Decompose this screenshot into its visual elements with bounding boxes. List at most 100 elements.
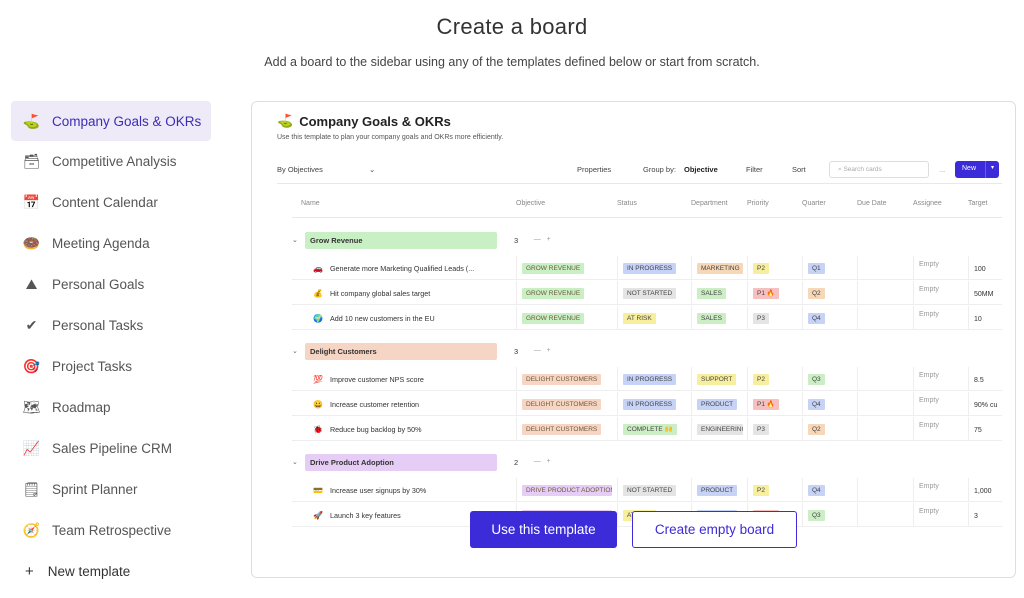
golf-flag-icon: ⛳ bbox=[277, 113, 294, 128]
sidebar-item-sales-pipeline-crm[interactable]: 📈 Sales Pipeline CRM bbox=[11, 428, 211, 469]
assignee-cell[interactable]: Empty bbox=[919, 483, 939, 490]
new-card-button[interactable]: New ▾ bbox=[955, 161, 999, 178]
target-cell[interactable]: 100 bbox=[974, 266, 986, 273]
group-label[interactable]: Delight Customers bbox=[305, 343, 497, 360]
sidebar-item-label: Sales Pipeline CRM bbox=[52, 441, 173, 456]
column-header[interactable]: Priority bbox=[747, 200, 769, 207]
use-template-button[interactable]: Use this template bbox=[470, 511, 617, 548]
assignee-cell[interactable]: Empty bbox=[919, 311, 939, 318]
assignee-cell[interactable]: Empty bbox=[919, 422, 939, 429]
sidebar-item-competitive-analysis[interactable]: 🗃 Competitive Analysis bbox=[11, 141, 211, 182]
cell-divider bbox=[968, 392, 969, 416]
sidebar-item-project-tasks[interactable]: 🎯 Project Tasks bbox=[11, 346, 211, 387]
sidebar-item-personal-tasks[interactable]: ✔ Personal Tasks bbox=[11, 305, 211, 346]
column-header[interactable]: Objective bbox=[516, 200, 546, 207]
sidebar-item-meeting-agenda[interactable]: 🍩 Meeting Agenda bbox=[11, 223, 211, 264]
sidebar-item-content-calendar[interactable]: 📅 Content Calendar bbox=[11, 182, 211, 223]
sidebar-item-team-retrospective[interactable]: 🧭 Team Retrospective bbox=[11, 510, 211, 551]
search-placeholder: Search cards bbox=[843, 166, 882, 173]
table-row[interactable]: 💰 Hit company global sales target GROW REV… bbox=[292, 281, 1002, 305]
cell-divider bbox=[747, 306, 748, 330]
cell-divider bbox=[516, 306, 517, 330]
search-input[interactable]: ⌕ Search cards bbox=[829, 161, 929, 178]
sidebar-item-roadmap[interactable]: 🗺 Roadmap bbox=[11, 387, 211, 428]
card-name[interactable]: 🚀 Launch 3 key features bbox=[313, 511, 401, 520]
group-by-label[interactable]: Group by: bbox=[643, 165, 676, 174]
new-template-button[interactable]: + New template bbox=[11, 551, 211, 591]
more-options-button[interactable]: ... bbox=[939, 165, 946, 174]
sidebar-item-company-goals-okrs[interactable]: ⛳ Company Goals & OKRs bbox=[11, 101, 211, 141]
properties-button[interactable]: Properties bbox=[577, 165, 612, 174]
create-empty-board-button[interactable]: Create empty board bbox=[632, 511, 797, 548]
group-label[interactable]: Drive Product Adoption bbox=[305, 454, 497, 471]
card-name[interactable]: 💰 Hit company global sales target bbox=[313, 289, 430, 298]
assignee-cell[interactable]: Empty bbox=[919, 261, 939, 268]
card-name[interactable]: 💳 Increase user signups by 30% bbox=[313, 486, 426, 495]
table-row[interactable]: 💳 Increase user signups by 30% DRIVE PRODU… bbox=[292, 478, 1002, 502]
cell-divider bbox=[857, 281, 858, 305]
cell-divider bbox=[516, 417, 517, 441]
target-cell[interactable]: 8.5 bbox=[974, 377, 984, 384]
column-header[interactable]: Name bbox=[301, 200, 320, 207]
assignee-cell[interactable]: Empty bbox=[919, 286, 939, 293]
column-header[interactable]: Target bbox=[968, 200, 988, 207]
cell-divider bbox=[913, 417, 914, 441]
priority-tag: P3 bbox=[753, 424, 769, 435]
card-name[interactable]: 🌍 Add 10 new customers in the EU bbox=[313, 314, 435, 323]
column-header[interactable]: Due Date bbox=[857, 200, 887, 207]
plus-icon: + bbox=[25, 562, 34, 580]
chevron-down-icon[interactable]: ⌄ bbox=[369, 165, 376, 174]
cell-divider bbox=[913, 392, 914, 416]
card-name[interactable]: 🚗 Generate more Marketing Qualified Leads… bbox=[313, 264, 474, 273]
chevron-down-icon[interactable]: ⌄ bbox=[292, 459, 298, 466]
table-row[interactable]: 😀 Increase customer retention DELIGHT CUST… bbox=[292, 392, 1002, 416]
table-row[interactable]: 💯 Improve customer NPS score DELIGHT CUSTO… bbox=[292, 367, 1002, 391]
mountain-icon: ⛰ bbox=[25, 276, 38, 292]
cell-divider bbox=[691, 392, 692, 416]
column-header[interactable]: Quarter bbox=[802, 200, 826, 207]
sidebar-item-personal-goals[interactable]: ⛰ Personal Goals bbox=[11, 264, 211, 305]
target-cell[interactable]: 10 bbox=[974, 316, 982, 323]
sidebar-item-label: Company Goals & OKRs bbox=[52, 113, 202, 129]
assignee-cell[interactable]: Empty bbox=[919, 397, 939, 404]
sidebar-item-sprint-planner[interactable]: 🗒 Sprint Planner bbox=[11, 469, 211, 510]
filter-button[interactable]: Filter bbox=[746, 165, 763, 174]
target-cell[interactable]: 75 bbox=[974, 427, 982, 434]
table-row[interactable]: 🚗 Generate more Marketing Qualified Leads… bbox=[292, 256, 1002, 280]
column-header[interactable]: Department bbox=[691, 200, 728, 207]
group-by-value[interactable]: Objective bbox=[684, 165, 718, 174]
group-tools[interactable]: — + bbox=[526, 347, 551, 354]
compass-icon: 🧭 bbox=[22, 522, 41, 538]
group-tools[interactable]: — + bbox=[526, 458, 551, 465]
status-tag: IN PROGRESS bbox=[623, 263, 677, 274]
priority-tag: P2 bbox=[753, 374, 769, 385]
target-cell[interactable]: 3 bbox=[974, 513, 978, 520]
view-selector[interactable]: By Objectives bbox=[277, 165, 323, 174]
column-header[interactable]: Status bbox=[617, 200, 637, 207]
status-tag: IN PROGRESS bbox=[623, 374, 677, 385]
column-header[interactable]: Assignee bbox=[913, 200, 942, 207]
card-name[interactable]: 🐞 Reduce bug backlog by 50% bbox=[313, 425, 421, 434]
group-tools[interactable]: — + bbox=[526, 236, 551, 243]
target-cell[interactable]: 90% cu bbox=[974, 402, 998, 409]
group-label[interactable]: Grow Revenue bbox=[305, 232, 497, 249]
chevron-down-icon[interactable]: ▾ bbox=[985, 161, 999, 178]
cell-divider bbox=[516, 256, 517, 280]
card-emoji-icon: 😀 bbox=[313, 400, 323, 409]
table-row[interactable]: 🐞 Reduce bug backlog by 50% DELIGHT CUSTOM… bbox=[292, 417, 1002, 441]
cell-divider bbox=[747, 281, 748, 305]
assignee-cell[interactable]: Empty bbox=[919, 508, 939, 515]
chevron-down-icon[interactable]: ⌄ bbox=[292, 237, 298, 244]
table-row[interactable]: 🌍 Add 10 new customers in the EU GROW REVE… bbox=[292, 306, 1002, 330]
sort-button[interactable]: Sort bbox=[792, 165, 806, 174]
target-cell[interactable]: 50MM bbox=[974, 291, 994, 298]
target-cell[interactable]: 1,000 bbox=[974, 488, 992, 495]
card-name[interactable]: 💯 Improve customer NPS score bbox=[313, 375, 424, 384]
cell-divider bbox=[968, 367, 969, 391]
preview-title: ⛳ Company Goals & OKRs bbox=[277, 113, 451, 129]
chevron-down-icon[interactable]: ⌄ bbox=[292, 348, 298, 355]
assignee-cell[interactable]: Empty bbox=[919, 372, 939, 379]
cell-divider bbox=[857, 392, 858, 416]
card-name[interactable]: 😀 Increase customer retention bbox=[313, 400, 419, 409]
quarter-tag: Q2 bbox=[808, 288, 825, 299]
